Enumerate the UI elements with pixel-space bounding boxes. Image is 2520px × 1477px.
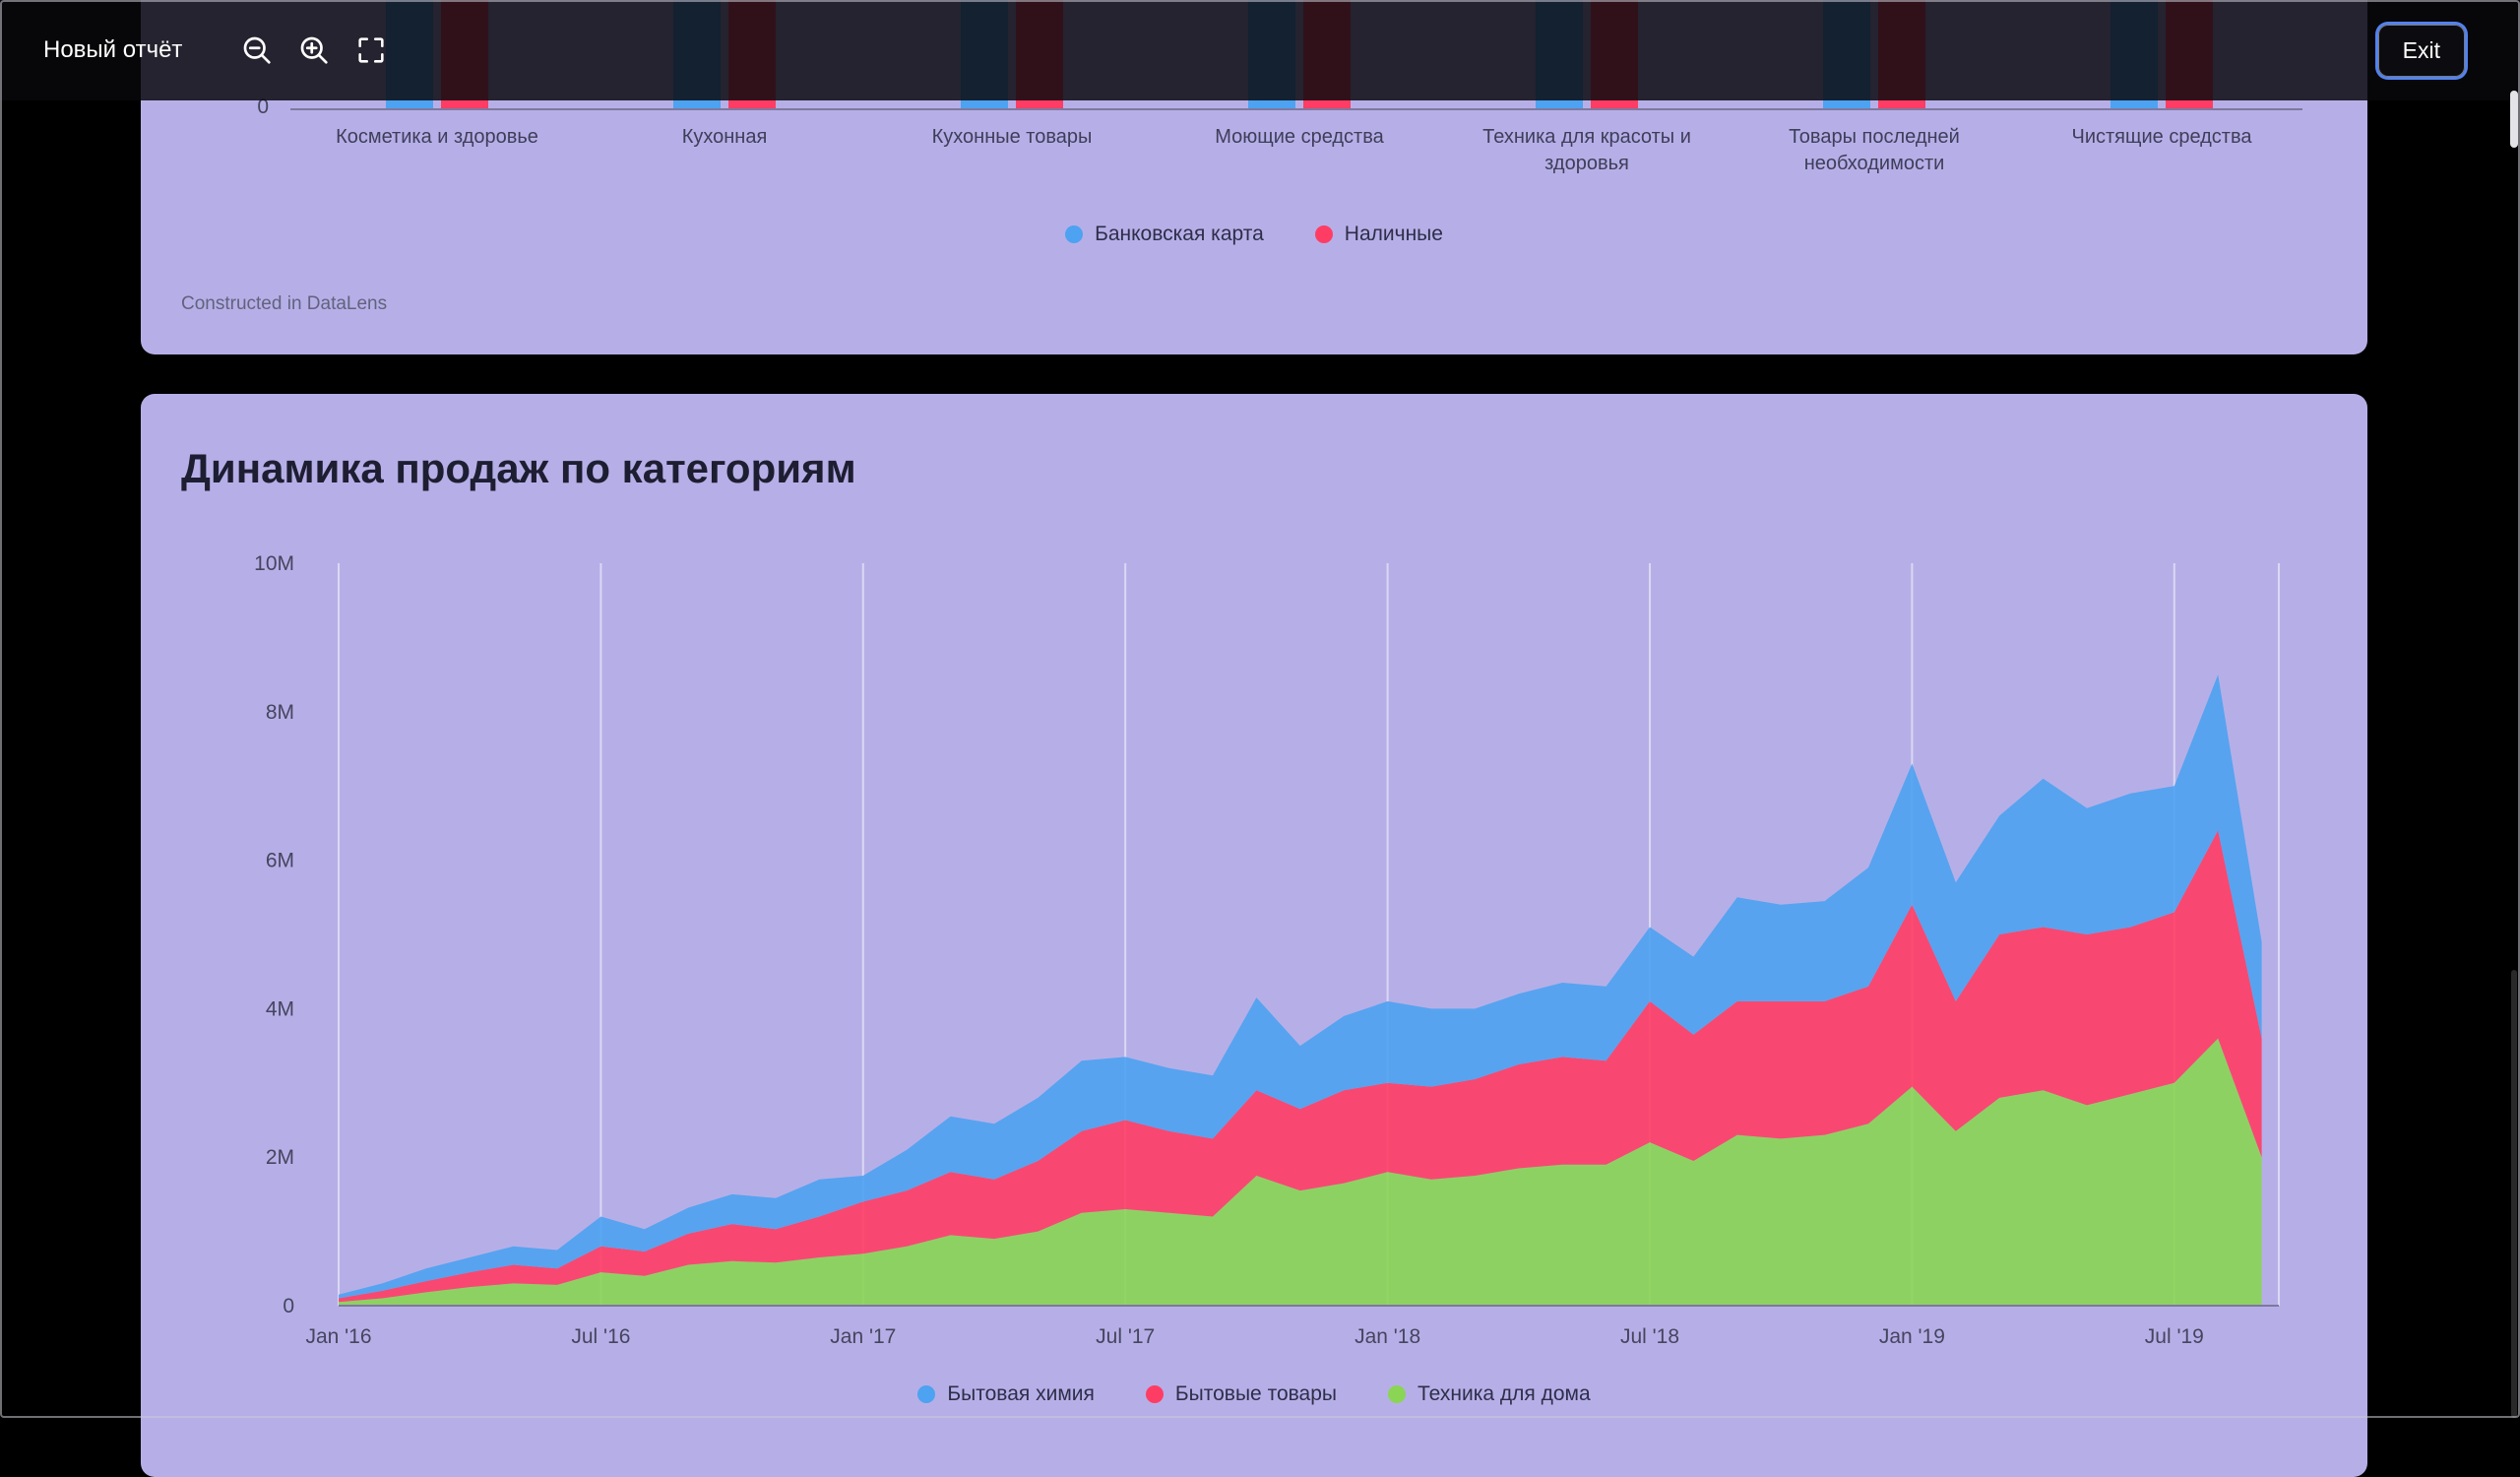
sales-dynamics-chart-card: Динамика продаж по категориям 0 2M 4M 6M 8M 1… xyxy=(141,394,2367,1477)
x-tick-label: Jul '18 xyxy=(1620,1325,1679,1348)
zoom-out-icon xyxy=(244,36,272,64)
x-tick-label: Jan '19 xyxy=(1879,1325,1945,1348)
legend-label: Наличные xyxy=(1344,223,1443,245)
y-tick-label: 8M xyxy=(266,701,294,724)
category-label: Моющие средства xyxy=(1215,126,1384,148)
legend-item[interactable]: Наличные xyxy=(1314,223,1443,246)
dynamics-chart-legend: Бытовая химия Бытовые товары Техника для д… xyxy=(141,1382,2367,1406)
y-tick-label: 2M xyxy=(266,1146,294,1169)
report-title: Новый отчёт xyxy=(43,36,183,63)
category-label: Кухонные товары xyxy=(931,126,1093,148)
y-tick-label: 10M xyxy=(254,552,294,575)
legend-dot-icon xyxy=(1388,1385,1407,1403)
payment-chart-legend: Банковская карта Наличные xyxy=(141,223,2367,246)
zoom-out-button[interactable] xyxy=(233,27,281,74)
zoom-in-icon xyxy=(301,36,329,64)
scrollbar-track[interactable] xyxy=(2511,970,2517,1418)
exit-button[interactable]: Exit xyxy=(2377,24,2465,77)
area-series[interactable] xyxy=(339,1038,2262,1306)
x-tick-label: Jul '16 xyxy=(571,1325,630,1348)
y-tick-label: 0 xyxy=(283,1295,294,1317)
x-axis-line xyxy=(290,108,2302,110)
legend-item[interactable]: Банковская карта xyxy=(1065,223,1264,246)
area-chart-canvas: 0 2M 4M 6M 8M 10M Jan '16 Jul '16 Jan '17 Jul '17… xyxy=(254,552,2280,1348)
x-tick-label: Jan '16 xyxy=(305,1325,371,1348)
area-series[interactable] xyxy=(339,830,2262,1303)
zoom-in-button[interactable] xyxy=(290,27,338,74)
x-tick-label: Jan '18 xyxy=(1354,1325,1420,1348)
legend-label: Банковская карта xyxy=(1095,223,1264,245)
category-label: Косметика и здоровье xyxy=(336,126,538,148)
zoom-controls xyxy=(233,27,395,74)
report-header: Новый отчёт Exit xyxy=(0,0,2520,100)
y-tick-label: 6M xyxy=(266,850,294,872)
legend-item[interactable]: Бытовые товары xyxy=(1145,1382,1338,1406)
legend-label: Бытовые товары xyxy=(1174,1382,1338,1405)
legend-label: Техника для дома xyxy=(1418,1382,1591,1405)
legend-dot-icon xyxy=(917,1385,936,1403)
legend-item[interactable]: Техника для дома xyxy=(1388,1382,1591,1406)
legend-dot-icon xyxy=(1314,225,1333,243)
x-tick-label: Jul '19 xyxy=(2145,1325,2204,1348)
datalens-attribution-link[interactable]: Constructed in DataLens xyxy=(181,293,388,314)
x-tick-label: Jul '17 xyxy=(1096,1325,1155,1348)
category-label: Техника для красоты и здоровья xyxy=(1482,126,1691,174)
fullscreen-icon xyxy=(358,37,385,63)
legend-dot-icon xyxy=(1065,225,1084,243)
legend-label: Бытовая химия xyxy=(947,1382,1095,1405)
y-axis-zero-label: 0 xyxy=(257,96,269,118)
category-label: Чистящие средства xyxy=(2071,126,2252,148)
category-label: Товары последней необходимости xyxy=(1789,126,1960,174)
x-tick-label: Jan '17 xyxy=(830,1325,896,1348)
legend-item[interactable]: Бытовая химия xyxy=(917,1382,1095,1406)
fullscreen-button[interactable] xyxy=(347,27,395,74)
y-tick-label: 4M xyxy=(266,997,294,1020)
chart-title: Динамика продаж по категориям xyxy=(181,445,856,491)
category-label: Кухонная xyxy=(681,126,768,148)
scrollbar-thumb[interactable] xyxy=(2510,91,2518,148)
legend-dot-icon xyxy=(1145,1385,1164,1403)
